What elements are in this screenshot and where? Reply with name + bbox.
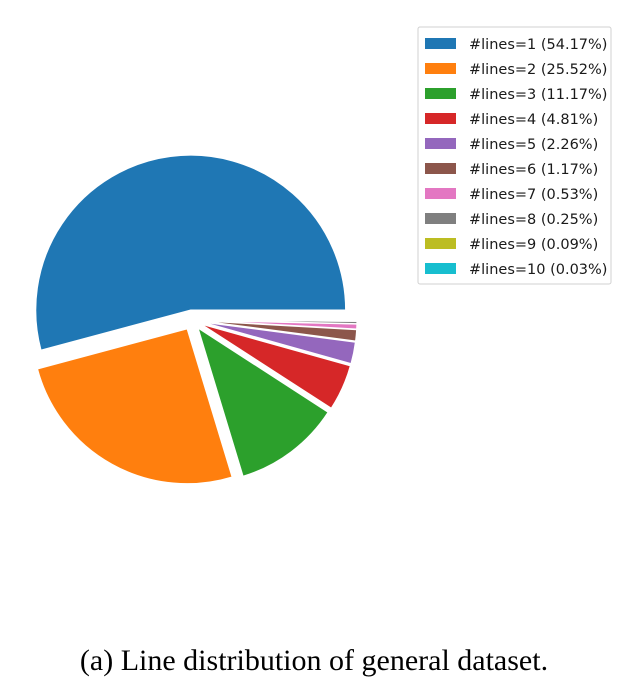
pie-chart: #lines=1 (54.17%) #lines=2 (25.52%) #lines… [35,26,612,485]
legend-label-5: #lines=5 (2.26%) [469,137,598,153]
legend-swatch-5 [425,138,456,149]
legend-label-7: #lines=7 (0.53%) [469,187,598,203]
pie-slice-5 [201,321,357,365]
legend-label-1: #lines=1 (54.17%) [469,37,607,53]
legend-swatch-7 [425,188,456,199]
legend-swatch-10 [425,263,456,274]
legend-frame [417,26,612,285]
legend-swatch-1 [425,38,456,49]
legend: #lines=1 (54.17%) #lines=2 (25.52%) #lines… [417,26,612,285]
pie-slice-4 [200,323,352,409]
legend-label-9: #lines=9 (0.09%) [469,237,598,253]
legend-label-2: #lines=2 (25.52%) [469,62,607,78]
legend-label-10: #lines=10 (0.03%) [469,262,607,278]
pie-slices [35,154,358,485]
legend-label-8: #lines=8 (0.25%) [469,212,598,228]
pie-slice-2 [36,328,233,485]
legend-items: #lines=1 (54.17%) #lines=2 (25.52%) #lines… [425,37,607,278]
legend-label-6: #lines=6 (1.17%) [469,162,598,178]
legend-swatch-9 [425,238,456,249]
legend-label-4: #lines=4 (4.81%) [469,112,598,128]
legend-swatch-2 [425,63,456,74]
pie-slice-1 [35,154,347,351]
figure-caption: (a) Line distribution of general dataset… [79,644,549,677]
legend-swatch-4 [425,113,456,124]
legend-swatch-3 [425,88,456,99]
legend-swatch-6 [425,163,456,174]
pie-slice-3 [197,327,329,477]
legend-swatch-8 [425,213,456,224]
legend-label-3: #lines=3 (11.17%) [469,87,607,103]
